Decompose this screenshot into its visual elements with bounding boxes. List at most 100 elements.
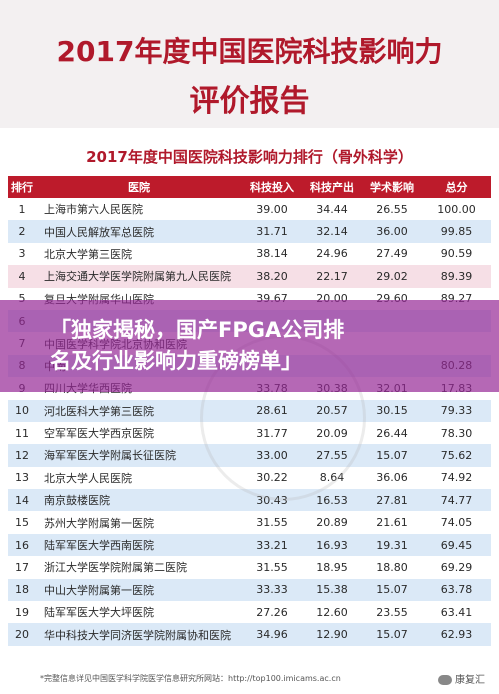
cell-input: 31.55 [256,560,288,574]
cell-rank: 4 [18,269,26,283]
cell-influence: 36.06 [376,471,408,485]
cell-influence: 26.55 [376,202,408,216]
cell-total: 78.30 [440,426,473,440]
report-header: 2017年度中国医院科技影响力 评价报告 [0,0,499,128]
header-rank: 排行 [11,181,33,194]
table-row: 19 陆军军医大学大坪医院 27.26 12.60 23.55 63.41 [8,601,491,624]
cell-input: 27.26 [256,605,288,619]
cell-rank: 19 [15,605,29,619]
footer-source: *完整信息详见中国医学科学院医学信息研究所网站：http://top100.im… [40,674,341,683]
wechat-icon [438,675,452,685]
header-output: 科技产出 [310,181,354,194]
cell-influence: 15.07 [376,583,408,597]
cell-total: 63.78 [440,583,473,597]
cell-total: 69.45 [440,538,473,552]
footer-account-name: 康复汇 [455,675,485,686]
table-row: 14 南京鼓楼医院 30.43 16.53 27.81 74.77 [8,489,491,512]
overlay-banner-text[interactable]: 「独家揭秘，国产FPGA公司排 名及行业影响力重磅榜单」 [50,315,470,377]
cell-hospital: 河北医科大学第三医院 [44,404,154,418]
cell-output: 16.53 [316,493,348,507]
report-title-line1: 2017年度中国医院科技影响力 [56,35,443,68]
table-row: 18 中山大学附属第一医院 33.33 15.38 15.07 63.78 [8,578,491,602]
cell-hospital: 中国人民解放军总医院 [44,225,154,239]
cell-output: 22.17 [316,269,348,283]
cell-total: 69.29 [440,560,473,574]
cell-input: 33.33 [256,583,288,597]
cell-hospital: 空军军医大学西京医院 [44,427,154,441]
cell-rank: 1 [18,202,26,216]
cell-output: 15.38 [316,583,348,597]
cell-total: 100.00 [437,202,476,216]
cell-output: 20.89 [316,516,348,530]
cell-influence: 27.81 [376,493,408,507]
cell-input: 38.20 [256,269,288,283]
cell-output: 12.60 [316,605,348,619]
cell-hospital: 北京大学第三医院 [44,247,132,261]
cell-output: 16.93 [316,538,348,552]
cell-influence: 29.02 [376,269,408,283]
footer-account: 康复汇 [438,671,485,686]
cell-hospital: 上海市第六人民医院 [44,203,143,217]
table-row: 3 北京大学第三医院 38.14 24.96 27.49 90.59 [8,242,491,266]
header-influence: 学术影响 [370,181,414,194]
table-subtitle: 2017年度中国医院科技影响力排行（骨外科学） [86,148,413,166]
cell-total: 74.92 [440,471,473,485]
cell-influence: 19.31 [376,538,408,552]
header-input: 科技投入 [250,181,294,194]
table-row: 16 陆军军医大学西南医院 33.21 16.93 19.31 69.45 [8,533,491,557]
cell-input: 31.55 [256,516,288,530]
cell-total: 79.33 [440,404,473,418]
cell-output: 24.96 [316,247,348,261]
cell-influence: 30.15 [376,404,408,418]
table-row: 2 中国人民解放军总医院 31.71 32.14 36.00 99.85 [8,220,491,243]
cell-influence: 27.49 [376,247,408,261]
footer: *完整信息详见中国医学科学院医学信息研究所网站：http://top100.im… [0,665,499,694]
cell-total: 89.39 [440,269,473,283]
cell-total: 74.77 [440,493,473,507]
cell-hospital: 华中科技大学同济医学院附属协和医院 [44,628,231,642]
table-row: 1 上海市第六人民医院 39.00 34.44 26.55 100.00 [8,198,491,221]
cell-influence: 15.07 [376,448,408,462]
banner-line1: 「独家揭秘，国产FPGA公司排 [50,318,345,342]
header-total: 总分 [445,181,468,194]
cell-rank: 15 [15,516,29,530]
cell-hospital: 上海交通大学医学院附属第九人民医院 [44,270,231,284]
cell-influence: 18.80 [376,560,408,574]
table-row: 17 浙江大学医学院附属第二医院 31.55 18.95 18.80 69.29 [8,556,491,579]
cell-total: 63.41 [440,605,473,619]
cell-rank: 17 [15,560,29,574]
cell-rank: 2 [18,225,26,239]
cell-rank: 13 [15,471,29,485]
cell-hospital: 中山大学附属第一医院 [44,583,154,597]
cell-output: 34.44 [316,202,348,216]
cell-hospital: 陆军军医大学大坪医院 [44,606,154,620]
cell-rank: 12 [15,448,29,462]
cell-rank: 14 [15,493,29,507]
cell-input: 38.14 [256,247,288,261]
cell-input: 39.00 [256,202,288,216]
cell-total: 75.62 [440,448,473,462]
cell-influence: 36.00 [376,225,408,239]
table-row: 4 上海交通大学医学院附属第九人民医院 38.20 22.17 29.02 89.39 [8,265,491,288]
cell-output: 12.90 [316,628,348,642]
cell-rank: 18 [15,583,29,597]
cell-output: 18.95 [316,560,348,574]
header-hospital: 医院 [128,181,150,194]
cell-rank: 16 [15,538,29,552]
report-title-line2: 评价报告 [189,84,310,119]
cell-influence: 23.55 [376,605,408,619]
overlay-banner[interactable] [0,300,499,392]
cell-influence: 21.61 [376,516,408,530]
cell-total: 99.85 [440,225,473,239]
cell-rank: 5 [18,292,26,306]
cell-input: 33.21 [256,538,288,552]
cell-input: 31.71 [256,225,288,239]
table-row: 15 苏州大学附属第一医院 31.55 20.89 21.61 74.05 [8,511,491,534]
cell-output: 32.14 [316,225,348,239]
cell-rank: 20 [15,628,29,642]
cell-hospital: 陆军军医大学西南医院 [44,539,154,553]
cell-influence: 15.07 [376,628,408,642]
table-header: 排行 医院 科技投入 科技产出 学术影响 总分 [8,176,491,198]
cell-rank: 3 [18,247,26,261]
